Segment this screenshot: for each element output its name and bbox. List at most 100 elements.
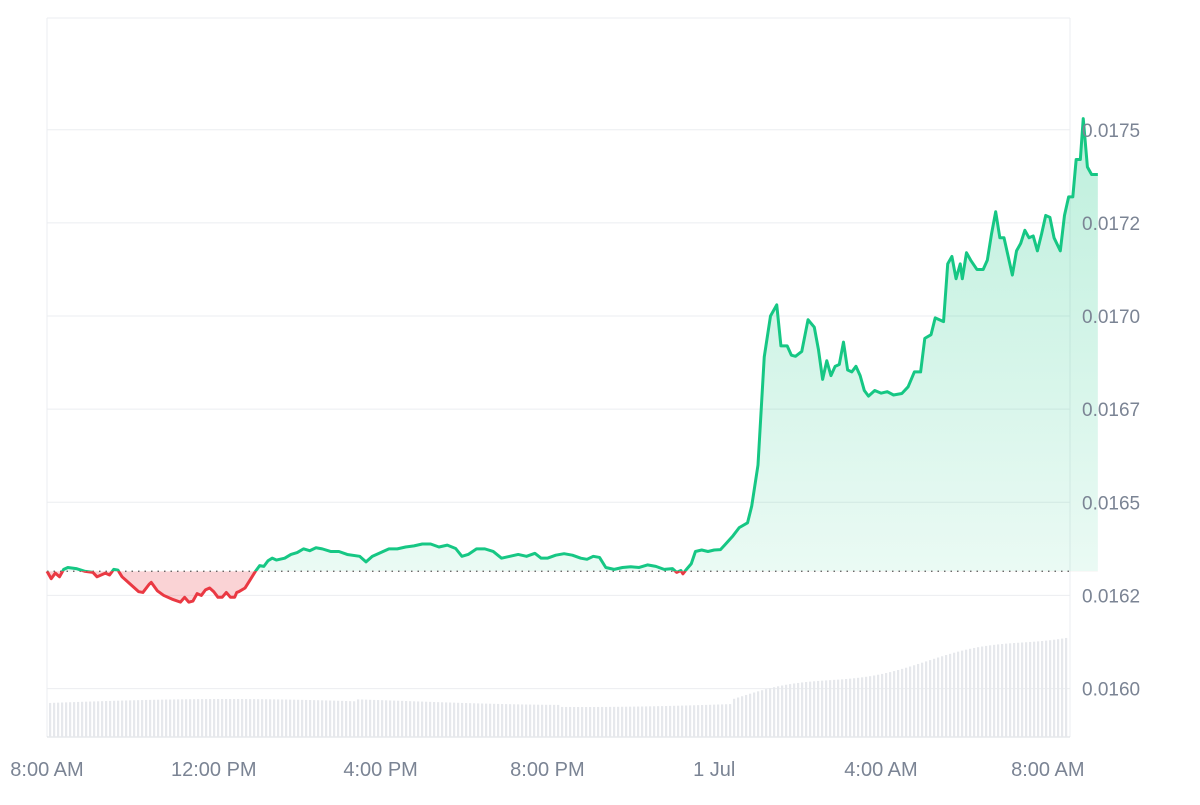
volume-bar	[1061, 638, 1064, 737]
volume-bar	[129, 700, 132, 737]
volume-bar	[237, 699, 240, 737]
volume-bar	[393, 700, 396, 737]
volume-bar	[405, 701, 408, 737]
volume-bar	[1041, 641, 1044, 737]
price-point	[613, 568, 615, 570]
price-point	[1075, 158, 1077, 160]
price-point	[947, 263, 949, 265]
volume-bar	[133, 700, 136, 737]
price-point	[396, 548, 398, 550]
volume-bar	[717, 704, 720, 737]
volume-bar	[537, 704, 540, 737]
volume-bar	[57, 702, 60, 737]
volume-bar	[885, 673, 888, 737]
volume-bar	[673, 705, 676, 737]
volume-bar	[413, 701, 416, 737]
price-point	[1063, 214, 1065, 216]
volume-bar	[1029, 641, 1032, 737]
volume-bar	[477, 703, 480, 737]
price-point	[801, 350, 803, 352]
volume-bar	[1009, 643, 1012, 737]
price-point	[842, 341, 844, 343]
price-point	[321, 548, 323, 550]
price-point	[867, 395, 869, 397]
price-point	[475, 548, 477, 550]
volume-bar	[869, 676, 872, 737]
price-point	[454, 547, 456, 549]
price-point	[254, 570, 256, 572]
y-tick-label: 0.0175	[1082, 121, 1140, 142]
price-point	[359, 555, 361, 557]
price-point	[663, 568, 665, 570]
price-point	[517, 553, 519, 555]
volume-bar	[893, 671, 896, 737]
volume-bar	[337, 700, 340, 737]
volume-bar	[73, 702, 76, 737]
price-point	[192, 600, 194, 602]
volume-bar	[681, 705, 684, 737]
volume-bar	[233, 699, 236, 737]
price-point	[125, 579, 127, 581]
volume-bar	[153, 699, 156, 737]
volume-bar	[449, 702, 452, 737]
volume-bar	[837, 679, 840, 737]
y-tick-label: 0.0167	[1082, 400, 1140, 421]
price-point	[238, 591, 240, 593]
price-point	[461, 555, 463, 557]
volume-bar	[529, 704, 532, 737]
volume-bar	[1013, 643, 1016, 737]
volume-bar	[305, 699, 308, 737]
volume-bar	[993, 644, 996, 737]
volume-bar	[209, 699, 212, 737]
price-point	[500, 557, 502, 559]
price-point	[686, 567, 688, 569]
volume-bar	[693, 705, 696, 737]
price-point	[75, 567, 77, 569]
volume-bar	[549, 704, 552, 737]
volume-bar	[253, 699, 256, 737]
price-point	[338, 550, 340, 552]
volume-bar	[1053, 639, 1056, 737]
volume-bar	[849, 678, 852, 737]
volume-bar	[1021, 642, 1024, 737]
price-point	[302, 548, 304, 550]
volume-bar	[213, 699, 216, 737]
volume-bar	[669, 705, 672, 737]
volume-bar	[821, 680, 824, 737]
volume-bar	[565, 706, 568, 737]
volume-bar	[949, 653, 952, 737]
volume-bar	[165, 699, 168, 737]
volume-bar	[297, 699, 300, 737]
volume-bar	[417, 701, 420, 737]
price-point	[763, 356, 765, 358]
price-point	[757, 464, 759, 466]
volume-bar	[189, 699, 192, 737]
volume-bar	[533, 704, 536, 737]
volume-bar	[353, 701, 356, 737]
price-point	[46, 570, 48, 572]
price-point	[92, 571, 94, 573]
price-point	[580, 557, 582, 559]
volume-bar	[373, 699, 376, 737]
price-point	[1032, 235, 1034, 237]
price-point	[886, 390, 888, 392]
price-point	[290, 553, 292, 555]
volume-bar	[177, 699, 180, 737]
y-tick-label: 0.0162	[1082, 586, 1140, 607]
volume-bar	[861, 677, 864, 737]
price-point	[283, 557, 285, 559]
volume-bar	[433, 702, 436, 737]
volume-bar	[445, 702, 448, 737]
price-area	[47, 118, 1098, 603]
price-point	[1040, 233, 1042, 235]
volume-bar	[645, 706, 648, 737]
y-axis-labels: 0.0175 0.0172 0.0170 0.0167 0.0165 0.0162 0.01…	[1082, 121, 1140, 701]
price-point	[67, 566, 69, 568]
volume-bar	[389, 700, 392, 737]
price-point	[994, 211, 996, 213]
volume-bar	[697, 705, 700, 737]
price-point	[942, 320, 944, 322]
price-point	[446, 544, 448, 546]
price-point	[919, 371, 921, 373]
